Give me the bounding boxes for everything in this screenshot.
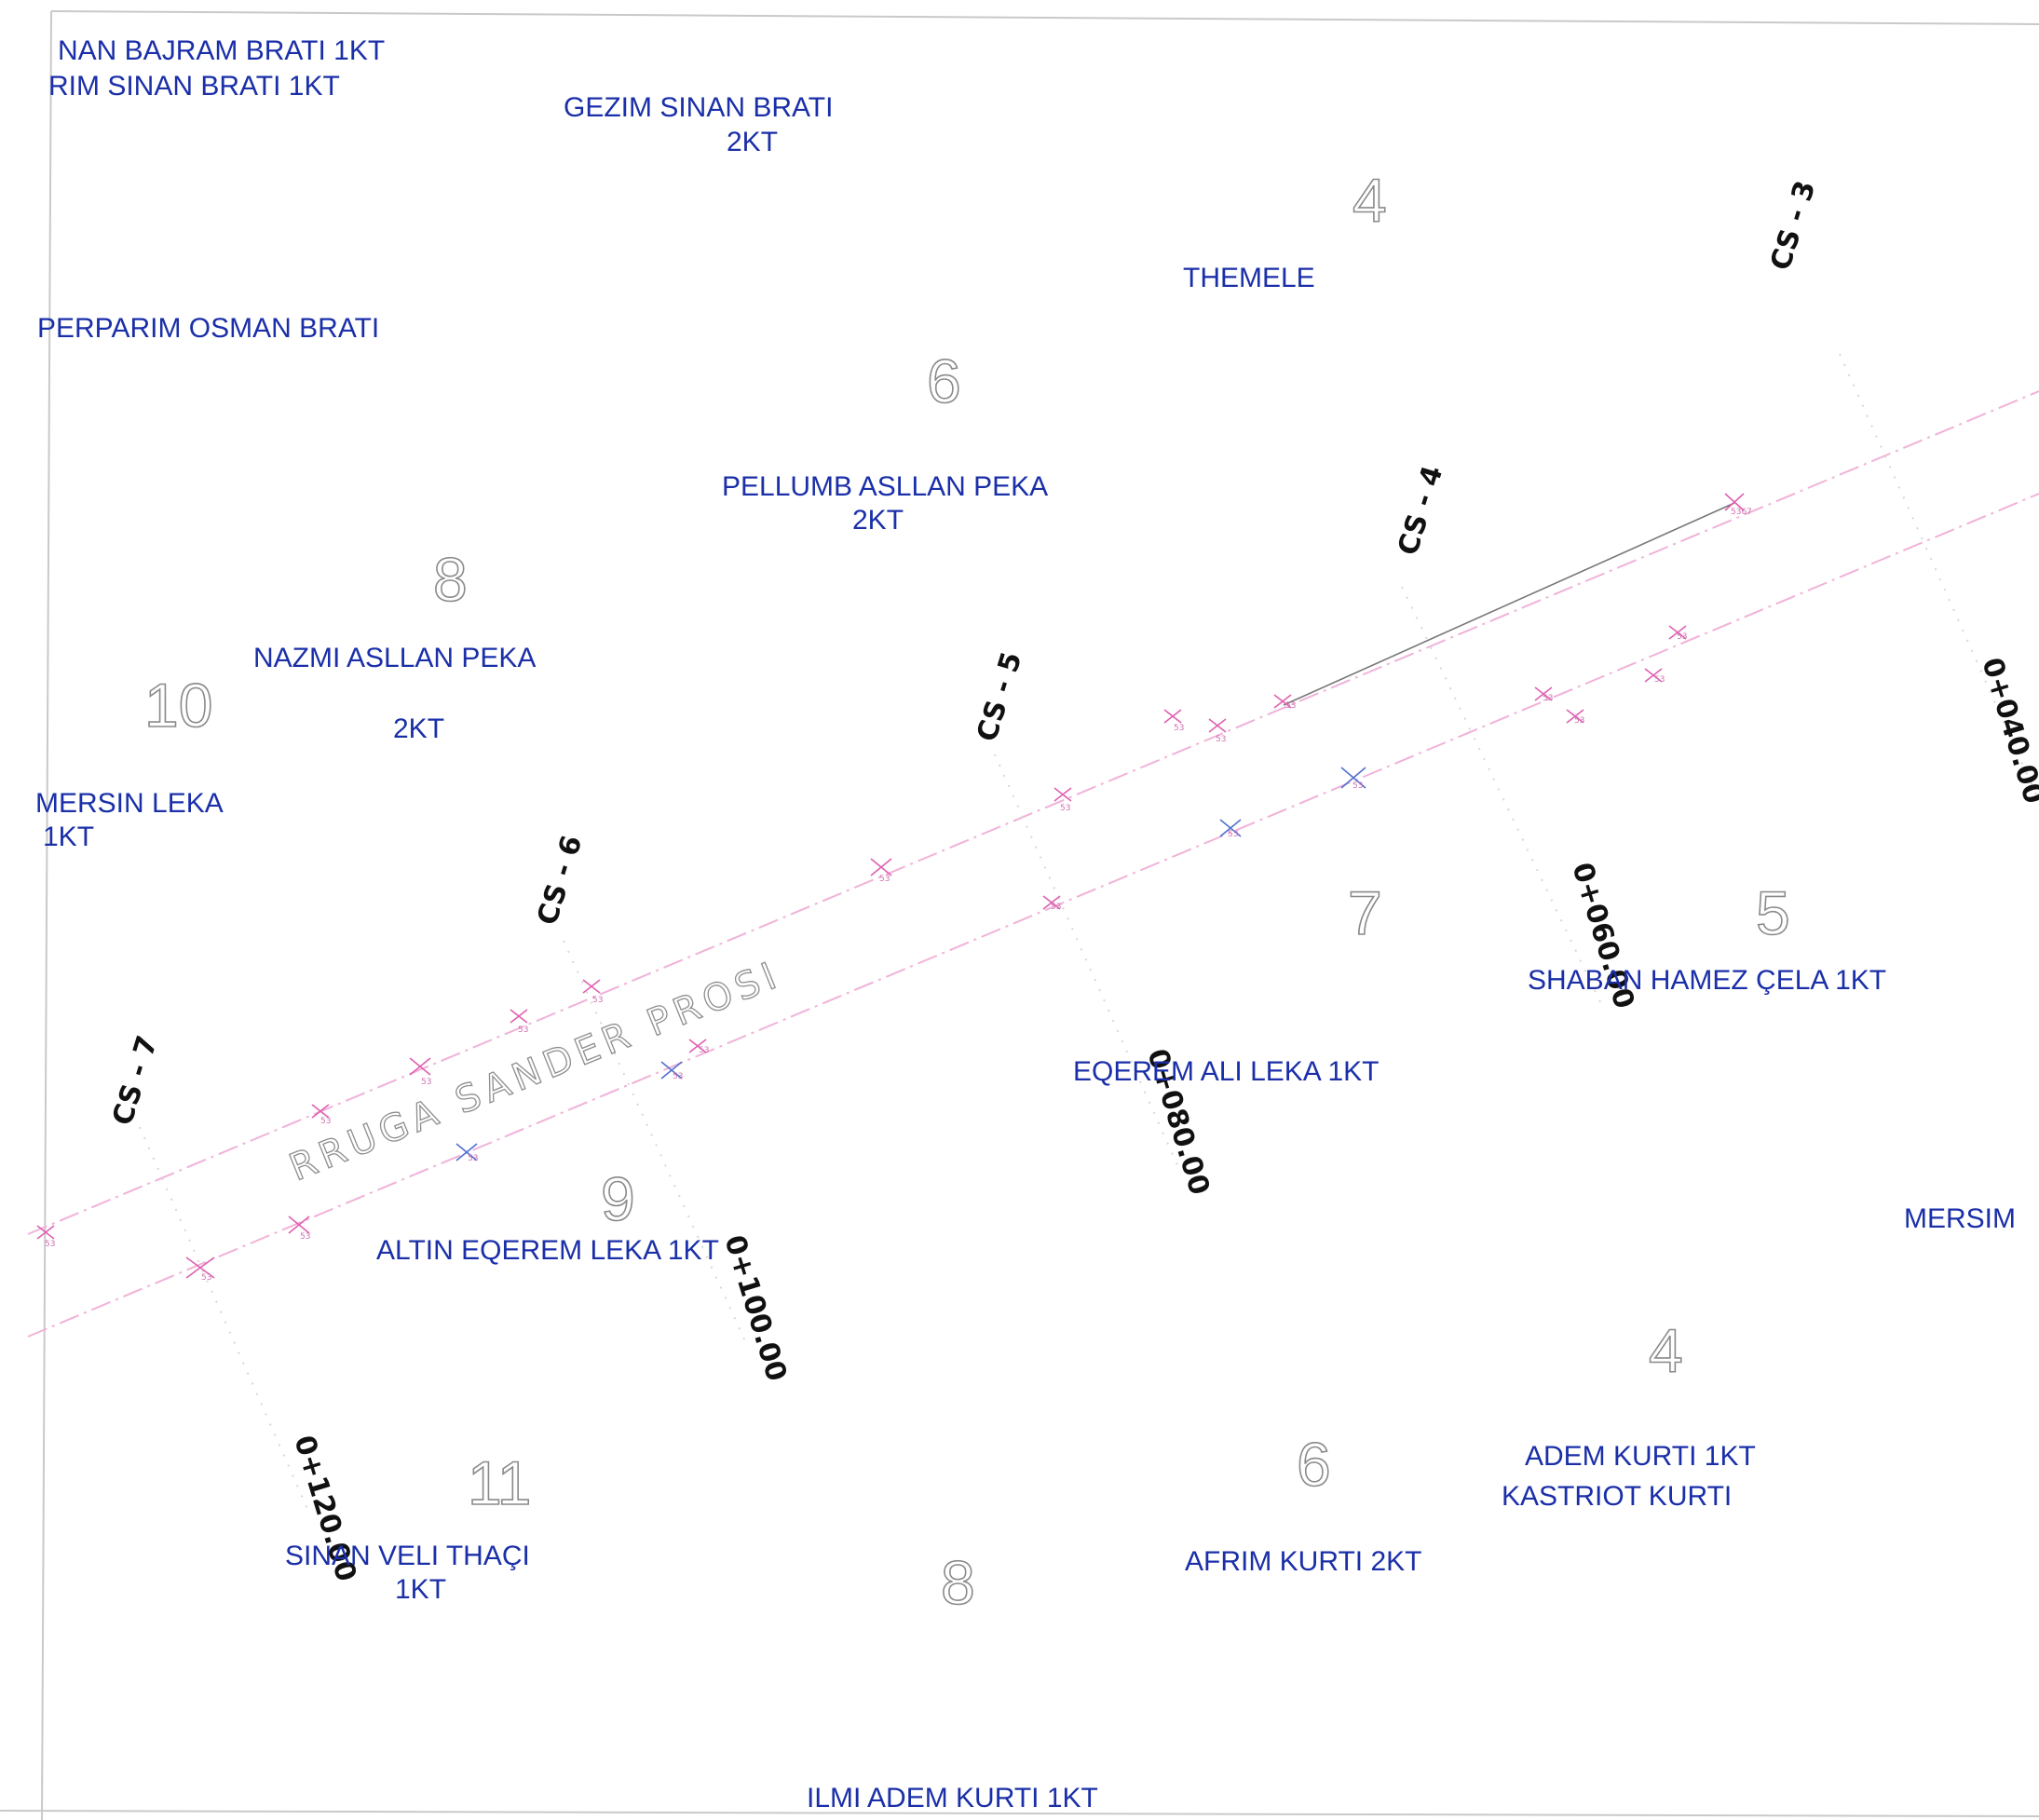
survey-point: 53 [688, 1039, 709, 1055]
sheet-left-border [41, 10, 52, 1820]
cross-section-label: CS - 5 [971, 648, 1028, 745]
svg-text:53: 53 [1543, 694, 1553, 703]
owner-label: ADEM KURTI 1KT [1525, 1441, 1756, 1472]
owner-label: NAZMI ASLLAN PEKA [253, 643, 536, 673]
owner-label: ALTIN EQEREM LEKA 1KT [376, 1235, 719, 1266]
sheet-bottom-border [0, 1810, 2039, 1817]
survey-point: 53 [1668, 625, 1687, 642]
svg-text:53: 53 [300, 1232, 310, 1242]
parcel-number: 11 [468, 1448, 532, 1517]
owner-label: 1KT [395, 1574, 446, 1605]
survey-point: 53 [1273, 694, 1296, 711]
survey-points: 5367 53 53 53 53 53 53 53 53 53 53 53 53… [36, 493, 1752, 1283]
parcel-number: 6 [1297, 1430, 1331, 1499]
parcel-number: 4 [1649, 1316, 1683, 1385]
road-edge-north [27, 390, 2039, 1235]
survey-point: 53 [288, 1216, 310, 1242]
owner-label: AFRIM KURTI 2KT [1185, 1546, 1421, 1577]
road-edge-south [27, 493, 2039, 1338]
svg-text:5367: 5367 [1731, 508, 1752, 517]
parcel-number: 7 [1348, 878, 1382, 947]
survey-point: 5367 [1724, 493, 1752, 517]
owner-label: SINAN VELI THAÇI [285, 1541, 530, 1571]
parcel-number: 8 [433, 545, 468, 614]
survey-point: 53 [660, 1061, 683, 1081]
parcel-number: 4 [1353, 166, 1387, 235]
svg-text:53: 53 [45, 1240, 55, 1249]
owner-label: PELLUMB ASLLAN PEKA [722, 471, 1048, 502]
owner-label: NAN BAJRAM BRATI 1KT [58, 35, 385, 66]
cross-section-label: CS - 4 [1392, 462, 1449, 559]
svg-text:53: 53 [592, 996, 603, 1005]
parcel-number: 9 [601, 1164, 635, 1233]
owner-label: MERSIM [1904, 1203, 2016, 1234]
svg-text:53: 53 [468, 1154, 478, 1163]
owner-label: PERPARIM OSMAN BRATI [37, 313, 379, 344]
sheet-top-border [50, 10, 2039, 25]
owner-label: THEMELE [1183, 263, 1315, 293]
owner-label: RIM SINAN BRATI 1KT [48, 71, 340, 102]
survey-point: 53 [409, 1057, 431, 1087]
survey-point: 53 [185, 1256, 215, 1283]
survey-point: 53 [1644, 668, 1665, 685]
svg-text:53: 53 [1174, 724, 1184, 733]
owner-label: 2KT [393, 713, 444, 744]
svg-text:53: 53 [518, 1025, 528, 1035]
cross-section-line-5 [994, 754, 1182, 1175]
svg-text:53: 53 [421, 1078, 431, 1087]
svg-text:53: 53 [1353, 781, 1363, 791]
owner-label: 1KT [43, 822, 94, 852]
owner-label: KASTRIOT KURTI [1502, 1481, 1732, 1512]
cross-section-line-7 [139, 1126, 308, 1510]
survey-point: 53 [455, 1143, 478, 1163]
parcel-number: 6 [927, 346, 961, 415]
cross-section-line-4 [1401, 586, 1603, 1007]
survey-point: 53 [1163, 709, 1184, 733]
owner-label: SHABAN HAMEZ ÇELA 1KT [1528, 965, 1886, 996]
survey-point: 53 [36, 1225, 55, 1249]
survey-point: 53 [582, 979, 603, 1005]
svg-text:53: 53 [1677, 632, 1687, 642]
survey-point: 53 [1053, 787, 1072, 813]
svg-text:53: 53 [1285, 701, 1296, 711]
svg-text:53: 53 [1228, 830, 1238, 839]
owner-label: 2KT [727, 127, 778, 157]
parcel-number: 10 [144, 671, 212, 740]
svg-text:53: 53 [1216, 735, 1226, 744]
svg-text:53: 53 [320, 1117, 331, 1126]
svg-text:53: 53 [1051, 903, 1061, 912]
owner-label: EQEREM ALI LEKA 1KT [1073, 1056, 1379, 1087]
svg-text:53: 53 [879, 875, 890, 884]
parcel-number: 8 [941, 1548, 975, 1617]
survey-point: 53 [870, 858, 892, 884]
survey-point: 53 [1534, 686, 1553, 703]
cross-section-label: CS - 6 [531, 832, 589, 929]
svg-text:53: 53 [1574, 716, 1584, 726]
owner-label: MERSIN LEKA [35, 788, 224, 819]
survey-point: 53 [311, 1104, 331, 1126]
survey-point: 53 [1208, 718, 1227, 744]
cross-section-label: CS - 7 [106, 1032, 164, 1129]
owner-label: ILMI ADEM KURTI 1KT [807, 1783, 1098, 1813]
svg-text:53: 53 [1654, 675, 1665, 685]
owner-label: GEZIM SINAN BRATI [564, 92, 833, 123]
chainage-label: 0+100.00 [717, 1231, 793, 1385]
survey-point: 53 [1219, 819, 1242, 839]
svg-text:53: 53 [673, 1072, 683, 1081]
owner-label: 2KT [852, 505, 904, 536]
survey-point: 53 [510, 1009, 528, 1035]
survey-point: 53 [1566, 709, 1584, 726]
chainage-label: 0+040.00 [1975, 654, 2039, 808]
survey-line [1283, 502, 1735, 706]
svg-text:53: 53 [201, 1273, 211, 1283]
road-name: RRUGA SANDER PROSI [284, 953, 788, 1189]
survey-point: 53 [1042, 895, 1061, 912]
parcel-number: 5 [1756, 878, 1790, 947]
svg-text:53: 53 [1060, 804, 1070, 813]
svg-text:53: 53 [699, 1046, 709, 1055]
cross-section-label: CS - 3 [1764, 177, 1822, 274]
survey-point: 53 [1340, 767, 1366, 791]
